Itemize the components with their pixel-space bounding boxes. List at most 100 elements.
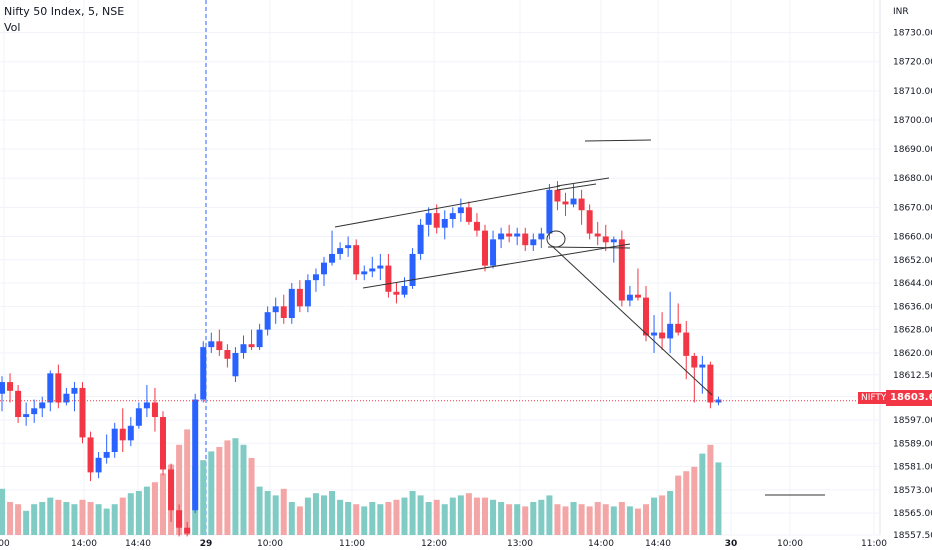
candle-body [160,417,166,470]
candle-body [546,189,553,234]
candle-body [321,262,327,275]
volume-bar [506,504,513,535]
volume-bar [626,506,633,535]
candle-body [401,285,408,295]
candle-body [643,297,649,336]
y-tick-label: 18612.50 [893,371,932,381]
candle-body [393,291,400,295]
volume-bar [570,502,577,535]
x-tick-label: 14:40 [645,539,671,549]
x-tick-label: 12:00 [421,539,447,549]
volume-bar [449,497,456,535]
volume-bar [39,502,46,535]
volume-bar [473,497,480,535]
volume-bar [667,491,674,535]
x-tick-label: 11:00 [339,539,365,549]
x-tick-label: 14:40 [125,539,151,549]
trend-line-down [552,246,713,396]
candle-body [425,213,432,225]
candle-body [699,364,706,368]
candle-body [23,414,30,418]
candle-body [224,350,231,359]
candle-body [691,355,698,368]
candle-body [667,323,674,339]
candle-body [176,510,183,528]
candle-body [498,233,505,240]
candle-body [715,399,722,403]
volume-bar [103,508,110,535]
candle-body [602,236,609,243]
y-tick-label: 18670.00 [893,203,932,213]
y-tick-label: 18581.00 [893,463,932,473]
candle-body [586,210,593,234]
candle-body [103,451,110,458]
volume-bar [433,499,440,535]
volume-bar [280,488,287,535]
candle-body [127,425,134,441]
candle-body [506,233,513,237]
volume-bar [409,491,416,535]
volume-bar [312,493,319,535]
x-tick-label: 14:00 [71,539,97,549]
volume-bar [643,504,649,535]
candle-body [675,323,682,333]
y-tick-label: 18620.00 [893,349,932,359]
y-tick-label: 18680.00 [893,174,932,184]
x-tick-label: 13:00 [507,539,533,549]
volume-bar [554,504,561,535]
volume-indicator-label[interactable]: Vol [4,21,21,34]
candle-body [280,306,287,319]
y-tick-label: 18710.00 [893,87,932,97]
candle-body [7,382,14,391]
candle-body [135,408,142,426]
x-tick-label: 30 [725,539,738,549]
candle-body [248,344,255,348]
x-tick-label: 14:00 [588,539,614,549]
volume-bar [240,444,247,535]
volume-bar [425,502,432,535]
candle-body [522,233,529,246]
candle-body [578,198,585,211]
candle-body [707,364,714,403]
symbol-title[interactable]: Nifty 50 Index, 5, NSE [4,5,125,18]
candle-body [31,408,38,415]
volume-bar [95,504,102,535]
volume-bar [683,471,690,535]
candle-body [377,265,384,269]
volume-bar [321,495,327,535]
volume-bar [594,502,601,535]
volume-bar [498,502,505,535]
volume-bar [618,502,625,535]
candle-body [95,457,102,473]
candle-body [151,402,158,418]
volume-bar [71,504,78,535]
candle-body [345,245,352,249]
candle-body [15,390,22,418]
volume-bar [651,497,658,535]
candle-body [312,274,319,281]
volume-bar [31,504,38,535]
volume-bar [675,475,682,535]
y-tick-label: 18730.00 [893,29,932,39]
volume-bar [127,493,134,535]
volume-bar [634,508,641,535]
y-tick-label: 18565.00 [893,509,932,519]
y-tick-label: 18644.00 [893,279,932,289]
volume-bar [514,504,521,535]
volume-bar [23,510,30,535]
volume-bar [224,440,231,535]
candle-body [264,312,271,330]
candle-body [465,207,472,222]
volume-bar [15,504,22,535]
candle-body [538,233,545,240]
horizontal-ray-top [584,139,652,142]
candle-body [417,224,424,254]
volume-bar [441,504,448,535]
volume-bar [546,495,553,535]
y-tick-label: 18660.00 [893,232,932,242]
candle-body [659,332,666,339]
candle-body [168,469,175,511]
volume-bar [87,502,94,535]
